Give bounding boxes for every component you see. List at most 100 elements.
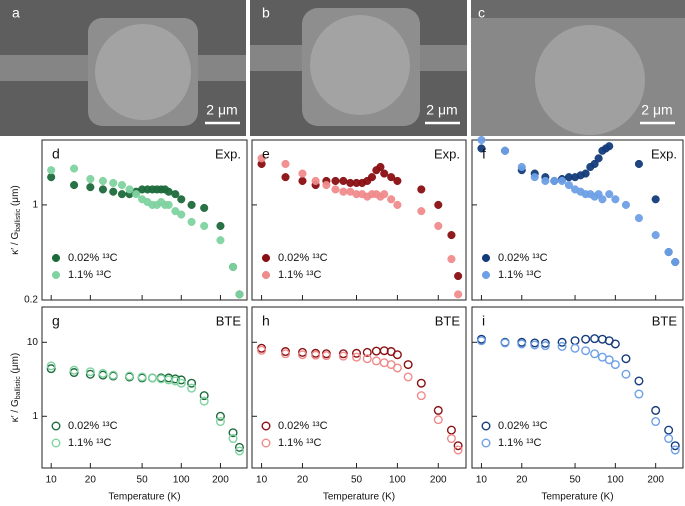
data-point [664, 434, 674, 444]
data-point [434, 200, 443, 209]
panel-annotation: BTE [216, 313, 242, 328]
data-point [610, 360, 620, 370]
data-point [367, 173, 377, 182]
legend-marker [51, 253, 61, 263]
data-point [446, 434, 456, 444]
y-tick-label: 1 [32, 411, 38, 422]
data-point [352, 352, 362, 362]
legend-marker [481, 270, 491, 280]
data-point [605, 142, 614, 151]
data-point [393, 200, 402, 209]
data-point [500, 146, 510, 155]
x-tick-label: 20 [516, 475, 528, 486]
data-point [454, 271, 463, 281]
data-point [234, 446, 244, 456]
legend-label: 1.1% ¹³C [278, 437, 321, 449]
data-point [477, 144, 486, 153]
data-point [621, 354, 631, 364]
sem-image-a: a 2 μm [0, 0, 246, 136]
data-point [517, 339, 527, 349]
data-point [117, 190, 127, 199]
data-point [69, 365, 79, 375]
x-tick-label: 10 [476, 475, 488, 486]
data-point [321, 351, 331, 361]
data-point [670, 441, 680, 451]
data-point [171, 190, 180, 199]
data-point [611, 195, 620, 204]
data-point [362, 354, 372, 364]
data-point [417, 185, 426, 194]
data-point [581, 334, 591, 344]
panel-label: h [262, 313, 270, 329]
data-point [433, 415, 443, 425]
y-axis-label-part: κ′ / G [10, 399, 21, 422]
data-point [664, 425, 674, 435]
data-point [176, 375, 186, 385]
data-point [199, 391, 209, 401]
legend-label: 0.02% ¹³C [68, 252, 118, 264]
data-point [651, 405, 661, 415]
data-point [540, 341, 550, 351]
data-point [86, 174, 95, 184]
data-point [634, 376, 644, 386]
plot-frame [471, 139, 684, 301]
legend-marker [261, 438, 271, 448]
legend-marker [261, 253, 271, 263]
data-point [199, 396, 209, 406]
y-axis-label-part: ballistic [15, 376, 22, 399]
legend-marker [481, 253, 491, 263]
data-point [392, 350, 402, 360]
data-point [500, 338, 510, 348]
scale-bar-label: 2 μm [426, 102, 457, 118]
y-axis-label-part: κ′ / G [10, 232, 21, 255]
data-point [558, 176, 567, 186]
data-point [164, 200, 173, 209]
data-point [187, 383, 197, 393]
data-point [339, 176, 348, 186]
panel-annotation: Exp. [215, 146, 241, 161]
plot-frame [41, 306, 248, 469]
data-point [234, 442, 244, 452]
data-point [229, 262, 238, 271]
data-point [298, 176, 307, 186]
data-point [530, 173, 539, 182]
panel-label: i [482, 313, 485, 329]
panel-label: e [262, 146, 270, 162]
data-point [216, 221, 225, 231]
data-point [670, 445, 680, 455]
data-point [417, 207, 426, 216]
legend-label: 1.1% ¹³C [498, 437, 541, 449]
data-point [47, 166, 56, 175]
sem-image-c: c 2 μm [471, 0, 685, 136]
data-point [447, 231, 456, 240]
data-point [339, 187, 348, 196]
data-point [298, 169, 307, 178]
plot-frame [251, 139, 467, 301]
data-point [392, 363, 402, 373]
data-point [235, 290, 244, 299]
data-point [70, 180, 79, 190]
data-point [46, 361, 56, 371]
data-point [228, 434, 238, 444]
data-point [331, 185, 340, 194]
data-point [387, 173, 396, 182]
data-point [109, 178, 118, 188]
data-point [362, 347, 372, 357]
data-point [137, 372, 147, 382]
data-point [604, 355, 614, 365]
data-point [322, 180, 331, 190]
data-point [331, 176, 340, 186]
data-point [664, 248, 673, 257]
data-point [453, 445, 463, 455]
x-tick-label: 50 [351, 475, 363, 486]
data-point [187, 378, 197, 388]
sem-image-b: b 2 μm [250, 0, 467, 136]
legend-label: 0.02% ¹³C [68, 420, 118, 432]
data-point [228, 428, 238, 438]
legend-label: 1.1% ¹³C [498, 269, 541, 281]
plot-frame [471, 306, 684, 469]
legend-marker [51, 421, 61, 431]
data-point [416, 378, 426, 388]
data-point [634, 389, 644, 399]
